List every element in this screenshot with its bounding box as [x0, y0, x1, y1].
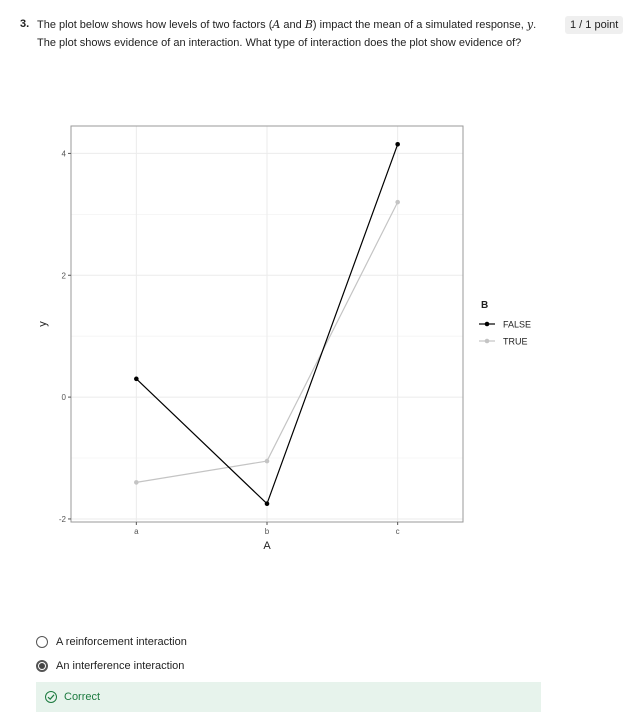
radio-button-selected[interactable]	[36, 660, 48, 672]
plot-gridlines	[71, 126, 463, 522]
series-lines	[134, 141, 400, 507]
radio-dot	[39, 663, 45, 669]
data-point	[395, 141, 400, 147]
factor-b-symbol: B	[304, 18, 313, 31]
factor-a-symbol: A	[272, 18, 281, 31]
option-reinforcement[interactable]: A reinforcement interaction	[36, 632, 187, 652]
option-label: An interference interaction	[56, 660, 185, 672]
x-axis-label: A	[263, 540, 271, 552]
x-tick-label: a	[134, 527, 139, 536]
data-point	[134, 480, 139, 485]
question-text: The plot below shows how levels of two f…	[37, 16, 547, 52]
response-var-symbol: y	[526, 18, 534, 31]
data-point	[395, 199, 400, 205]
data-point	[264, 501, 270, 507]
data-point	[264, 458, 270, 464]
legend-label: TRUE	[503, 337, 528, 347]
option-label: A reinforcement interaction	[56, 636, 187, 648]
legend-label: FALSE	[503, 320, 531, 330]
y-axis: -2 0 2 4	[59, 149, 71, 524]
x-tick-label: c	[396, 527, 400, 536]
y-axis-label: y	[37, 321, 49, 327]
question-number: 3.	[20, 18, 30, 30]
y-tick-label: -2	[59, 515, 67, 524]
feedback-banner: Correct	[36, 682, 541, 712]
points-badge: 1 / 1 point	[565, 16, 623, 34]
y-tick-label: 2	[62, 271, 67, 280]
y-tick-label: 4	[62, 149, 67, 158]
y-tick-label: 0	[62, 393, 67, 402]
legend-title: B	[481, 300, 488, 311]
question-text-part: and	[280, 19, 305, 31]
radio-button[interactable]	[36, 636, 48, 648]
interaction-plot: -2 0 2 4 a b c A y B FALSE TRUE	[37, 125, 531, 552]
check-circle-icon	[45, 691, 57, 703]
x-tick-label: b	[265, 527, 270, 536]
legend-key-point	[484, 338, 490, 344]
legend: B FALSE TRUE	[479, 300, 531, 347]
question-text-part: . The plot shows evidence of an interact…	[37, 19, 537, 49]
x-axis: a b c	[134, 522, 400, 536]
option-interference[interactable]: An interference interaction	[36, 656, 184, 676]
question-text-part: ) impact the mean of a simulated respons…	[312, 19, 527, 31]
question-text-part: The plot below shows how levels of two f…	[37, 19, 273, 31]
legend-key-point	[484, 321, 490, 327]
data-point	[134, 376, 139, 382]
feedback-label: Correct	[64, 691, 101, 703]
